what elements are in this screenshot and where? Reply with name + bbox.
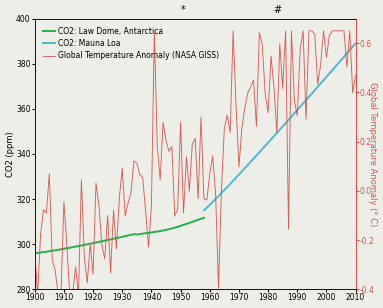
Text: *: * (181, 5, 186, 15)
Y-axis label: Global Temperature Anomaly (° C): Global Temperature Anomaly (° C) (368, 82, 377, 226)
Text: #: # (273, 5, 281, 15)
Legend: CO2: Law Dome, Antarctica, CO2: Mauna Loa, Global Temperature Anomaly (NASA GISS: CO2: Law Dome, Antarctica, CO2: Mauna Lo… (42, 25, 221, 62)
Y-axis label: CO2 (ppm): CO2 (ppm) (6, 131, 15, 177)
